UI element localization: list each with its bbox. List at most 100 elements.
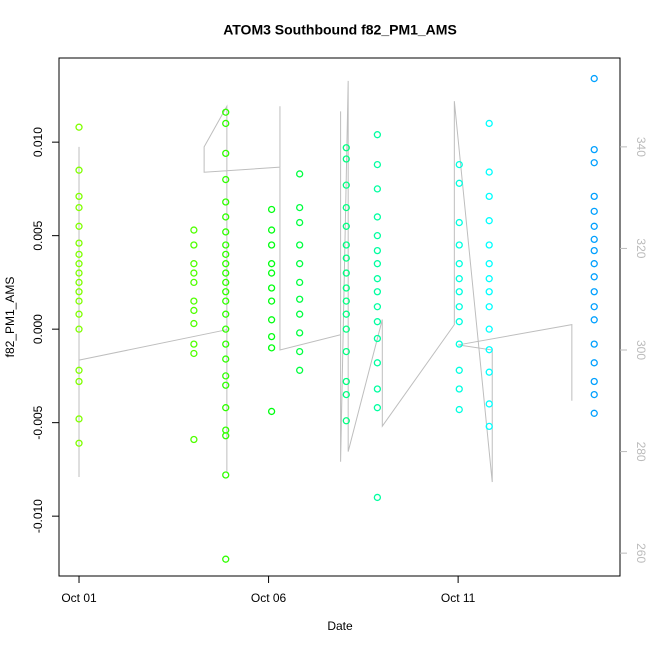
point xyxy=(190,306,198,315)
point xyxy=(590,235,598,244)
point xyxy=(342,325,350,333)
x-tick-label: Oct 11 xyxy=(441,591,476,605)
point xyxy=(373,404,382,412)
point xyxy=(590,340,598,348)
point xyxy=(296,366,304,374)
point xyxy=(373,160,382,169)
point xyxy=(590,316,598,324)
point xyxy=(373,385,382,393)
point xyxy=(222,213,230,221)
point xyxy=(222,108,230,116)
point xyxy=(485,422,493,431)
y2-tick-label: 300 xyxy=(634,340,648,360)
point xyxy=(342,203,350,212)
point xyxy=(267,241,276,249)
point xyxy=(485,241,493,249)
point xyxy=(590,145,598,154)
point xyxy=(485,400,493,408)
point xyxy=(485,303,493,311)
point xyxy=(75,192,83,201)
point xyxy=(485,192,493,201)
point xyxy=(190,340,198,348)
x-tick-label: Oct 06 xyxy=(251,591,287,605)
point xyxy=(222,198,230,206)
point xyxy=(342,347,350,356)
point xyxy=(222,310,230,318)
point xyxy=(485,168,493,176)
point xyxy=(455,366,463,374)
point xyxy=(342,269,350,277)
point xyxy=(342,310,350,318)
point xyxy=(222,269,230,277)
point xyxy=(373,318,382,326)
point xyxy=(455,241,463,249)
point xyxy=(590,377,598,386)
point xyxy=(75,278,83,287)
point xyxy=(267,332,276,341)
point xyxy=(222,149,230,158)
point xyxy=(342,144,350,152)
point xyxy=(296,260,304,268)
point xyxy=(590,359,598,367)
point xyxy=(296,295,304,303)
point xyxy=(75,377,83,386)
point xyxy=(267,407,276,416)
point xyxy=(455,303,463,311)
point xyxy=(296,241,304,249)
point xyxy=(190,241,198,249)
point xyxy=(373,131,382,139)
point xyxy=(267,284,276,292)
x-tick-label: Oct 01 xyxy=(61,591,97,605)
point xyxy=(190,349,198,358)
point xyxy=(267,344,276,352)
point xyxy=(222,340,230,348)
point xyxy=(373,275,382,283)
point xyxy=(590,74,598,83)
point xyxy=(342,390,350,399)
point xyxy=(75,366,83,374)
point xyxy=(267,260,276,268)
point xyxy=(222,471,230,479)
point xyxy=(222,288,230,296)
point xyxy=(342,377,350,386)
point xyxy=(75,288,83,296)
point xyxy=(342,297,350,305)
point xyxy=(267,316,276,324)
point xyxy=(590,409,598,417)
point xyxy=(455,340,463,348)
point xyxy=(590,260,598,268)
point xyxy=(485,368,493,376)
point xyxy=(590,246,598,255)
point xyxy=(222,228,230,236)
y2-tick-label: 260 xyxy=(634,543,648,563)
y-tick-label: 0.010 xyxy=(31,127,45,157)
point xyxy=(455,160,463,169)
point xyxy=(342,155,350,163)
point xyxy=(222,555,230,563)
point xyxy=(485,275,493,283)
point xyxy=(222,241,230,249)
point xyxy=(373,303,382,311)
point xyxy=(222,432,230,440)
point xyxy=(296,170,304,178)
point xyxy=(485,260,493,268)
point xyxy=(75,239,83,247)
point xyxy=(373,246,382,255)
point xyxy=(590,192,598,201)
y-tick-label: -0.010 xyxy=(31,499,45,533)
point xyxy=(222,278,230,287)
point xyxy=(222,404,230,412)
point xyxy=(342,417,350,425)
point xyxy=(590,288,598,296)
y2-tick-label: 280 xyxy=(634,442,648,462)
point xyxy=(222,260,230,268)
point xyxy=(485,325,493,333)
point xyxy=(75,269,83,277)
point xyxy=(296,347,304,356)
x-axis-label: Date xyxy=(327,619,353,633)
point xyxy=(373,185,382,193)
point xyxy=(455,275,463,283)
point xyxy=(342,284,350,292)
